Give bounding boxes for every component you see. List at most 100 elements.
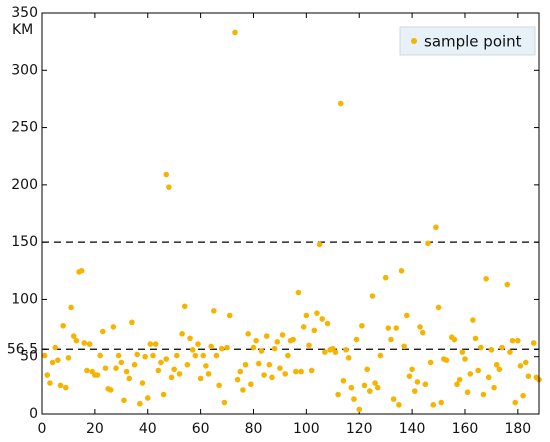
point	[295, 289, 302, 296]
point	[216, 382, 222, 389]
point	[253, 337, 259, 344]
point	[255, 360, 262, 367]
point	[78, 267, 85, 274]
point	[245, 331, 252, 337]
point	[348, 384, 355, 391]
point	[100, 328, 106, 335]
point	[462, 356, 468, 362]
point	[530, 340, 537, 346]
point	[147, 341, 154, 347]
point	[274, 339, 281, 345]
point	[493, 361, 500, 368]
point	[171, 366, 177, 373]
point	[126, 375, 133, 382]
point	[419, 329, 426, 336]
point	[340, 377, 347, 384]
point	[102, 365, 109, 371]
point	[232, 29, 238, 36]
point	[472, 335, 479, 342]
x-tick-label: 80	[245, 421, 263, 437]
point	[393, 325, 400, 331]
point	[115, 352, 122, 359]
point	[73, 337, 80, 344]
point	[184, 361, 191, 368]
x-tick-label: 40	[139, 421, 157, 437]
point	[478, 344, 484, 351]
point	[52, 344, 59, 351]
point	[369, 293, 376, 299]
point	[343, 347, 349, 353]
point	[237, 368, 244, 375]
point	[160, 391, 167, 398]
point	[522, 359, 529, 366]
y-tick-label: 200	[11, 177, 38, 193]
point	[49, 359, 56, 366]
point	[84, 367, 90, 374]
point	[337, 100, 344, 107]
point	[107, 387, 114, 393]
point	[205, 371, 212, 377]
point	[464, 389, 471, 396]
point	[97, 352, 103, 359]
point	[359, 322, 365, 329]
point	[443, 357, 450, 363]
point	[396, 402, 402, 408]
x-tick-label: 160	[452, 421, 479, 437]
point	[507, 349, 513, 355]
point	[137, 400, 143, 407]
point	[218, 345, 225, 352]
point	[263, 333, 270, 339]
point	[203, 363, 209, 369]
point	[211, 308, 217, 314]
point	[41, 352, 48, 359]
point	[68, 304, 74, 311]
point	[195, 341, 201, 347]
point	[187, 335, 193, 342]
point	[189, 347, 196, 353]
point	[308, 367, 315, 374]
point	[234, 376, 241, 383]
point	[55, 357, 61, 363]
point	[81, 340, 88, 346]
point	[459, 349, 466, 355]
point	[242, 361, 249, 368]
point	[176, 371, 183, 377]
point	[44, 372, 51, 378]
point	[168, 374, 175, 381]
point	[491, 384, 497, 391]
point	[470, 317, 476, 323]
point	[86, 341, 93, 347]
point	[47, 380, 53, 386]
legend-label: sample point	[424, 33, 522, 51]
x-tick-label: 180	[504, 421, 531, 437]
point	[483, 276, 489, 282]
point	[197, 375, 204, 382]
legend-marker	[411, 38, 417, 44]
point	[258, 348, 265, 354]
point	[60, 322, 66, 329]
point	[261, 372, 267, 378]
x-tick-label: 20	[86, 421, 104, 437]
point	[480, 391, 487, 398]
point	[409, 366, 415, 373]
point	[475, 367, 481, 374]
point	[485, 374, 492, 381]
point	[504, 281, 511, 288]
point	[152, 341, 159, 347]
point	[356, 406, 363, 413]
point	[398, 267, 405, 274]
point	[163, 171, 170, 178]
point	[377, 352, 384, 359]
point	[142, 353, 148, 360]
point	[179, 331, 185, 337]
point	[456, 376, 463, 383]
point	[174, 352, 180, 359]
point	[303, 312, 310, 319]
point	[345, 355, 352, 361]
point	[367, 388, 373, 394]
y-tick-label: 56.5	[7, 341, 38, 357]
point	[121, 397, 127, 404]
point	[158, 359, 164, 366]
point	[290, 336, 296, 343]
point	[512, 399, 519, 406]
